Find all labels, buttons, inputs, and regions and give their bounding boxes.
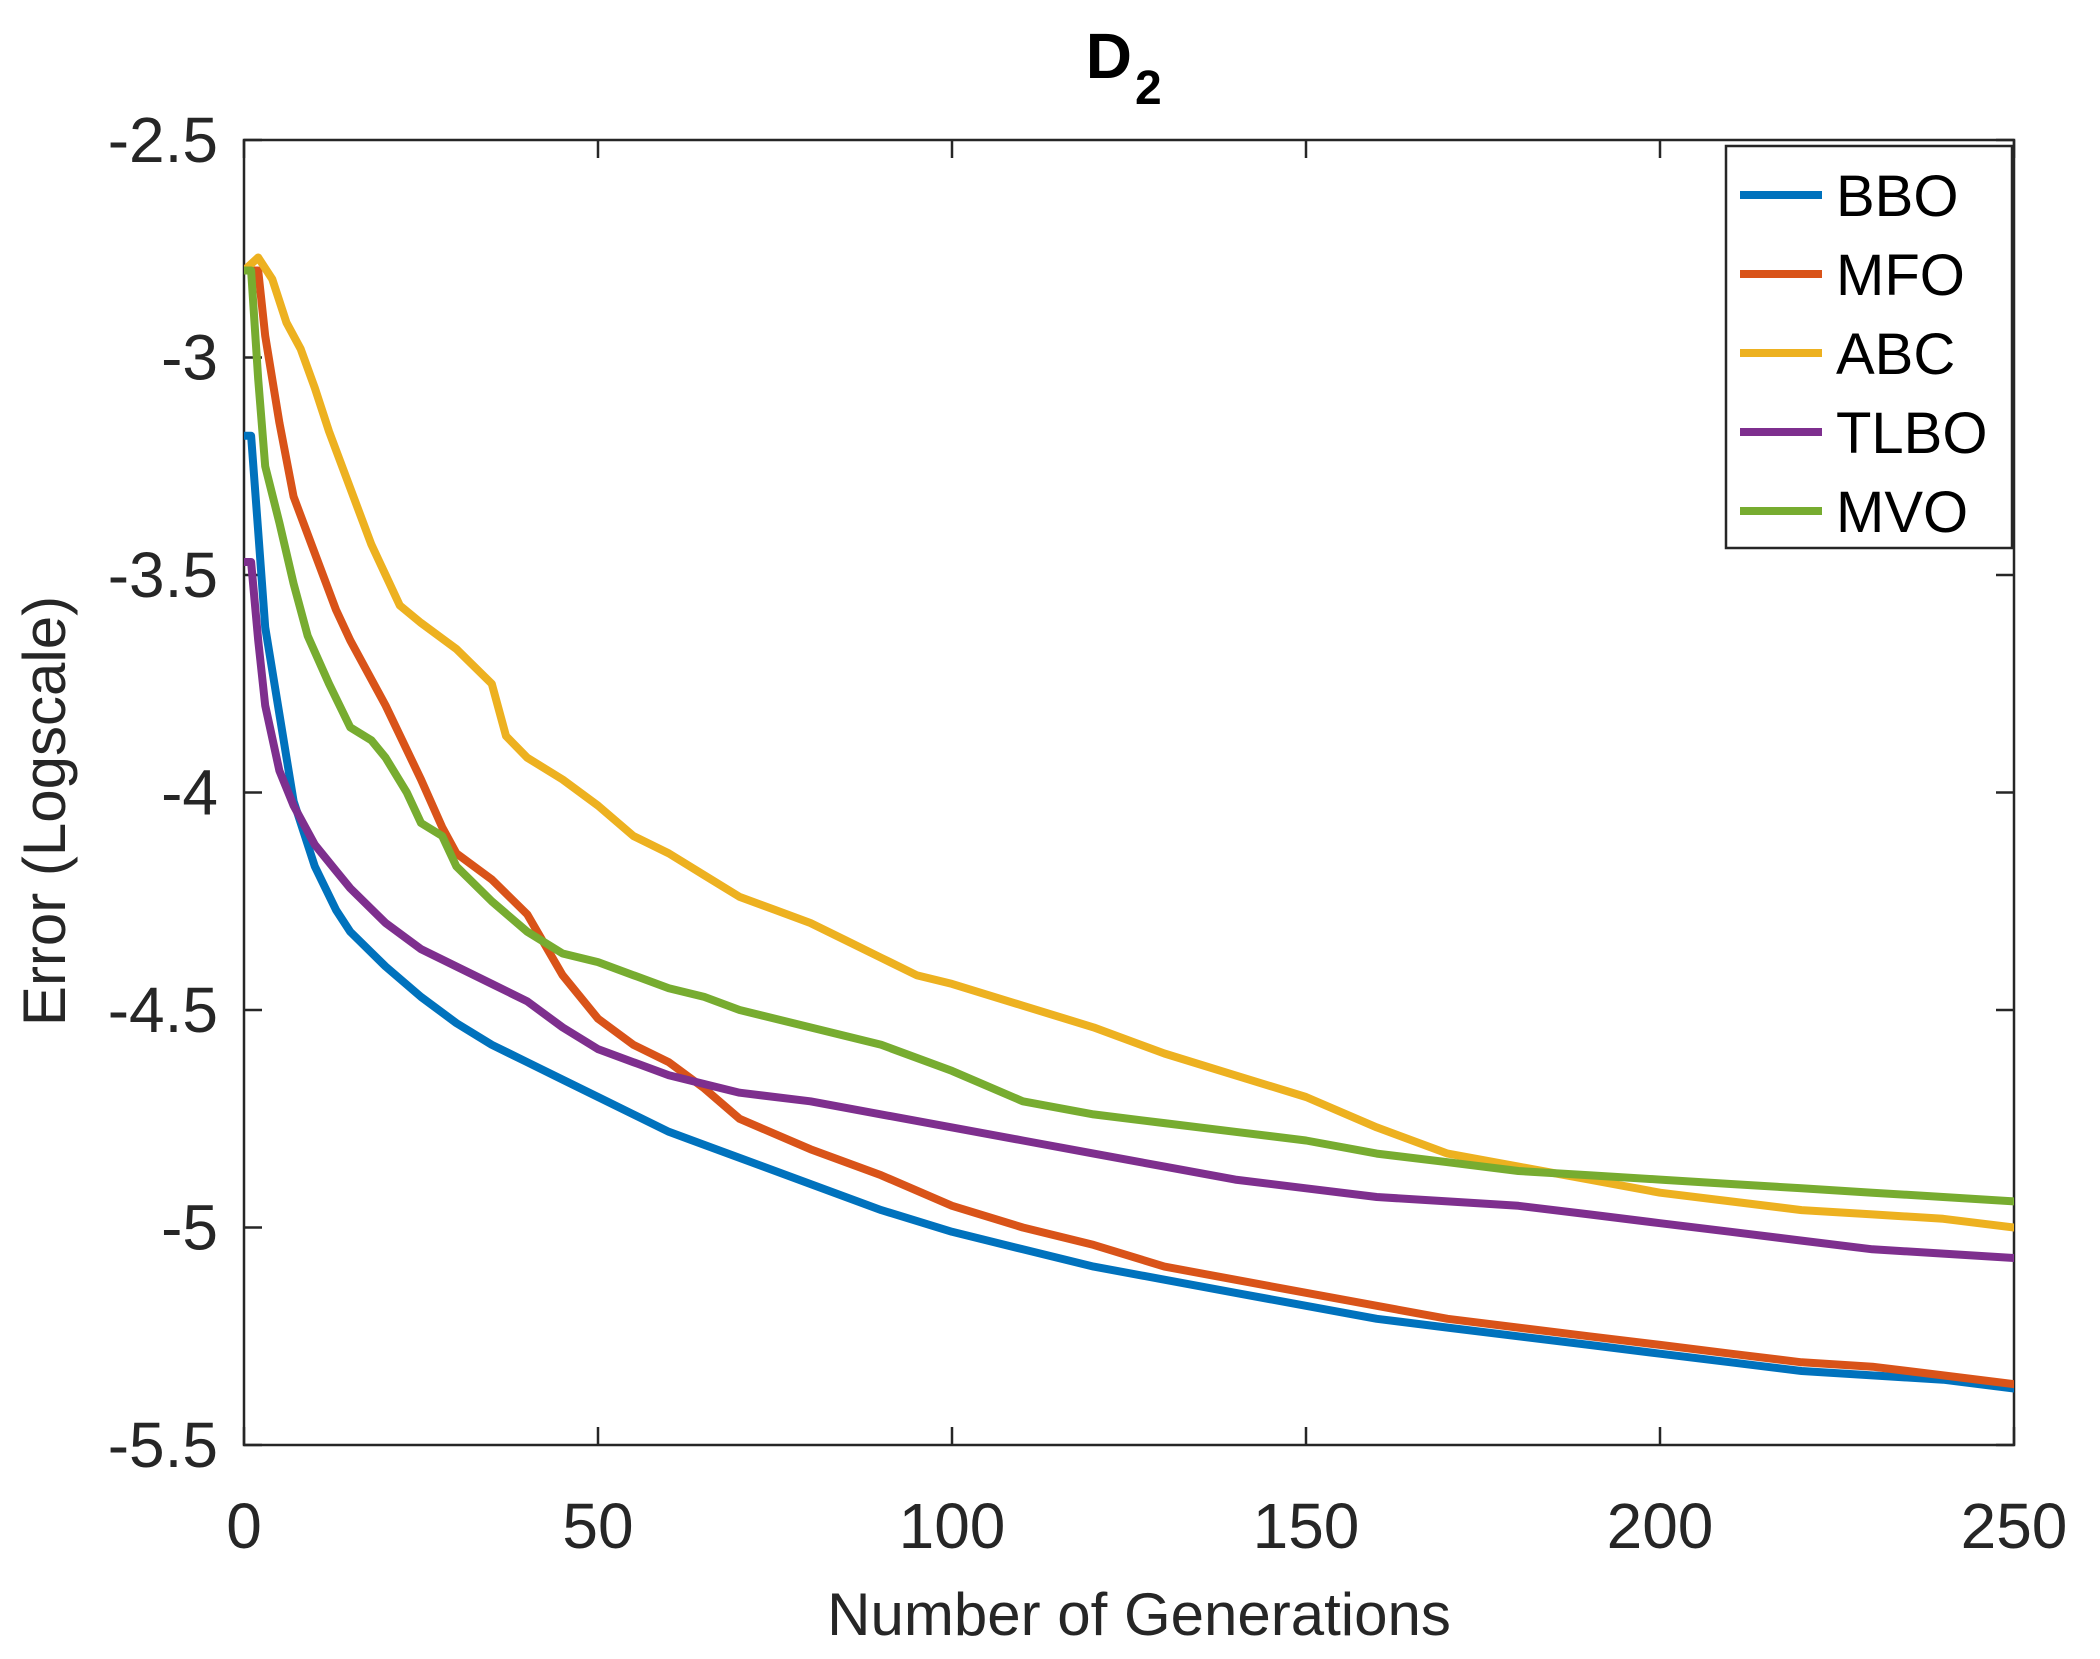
y-axis-label: Error (Logscale)	[11, 596, 78, 1026]
legend-label-abc: ABC	[1836, 322, 1955, 387]
x-tick-label: 250	[1961, 1490, 2068, 1562]
series-line-abc	[244, 253, 2014, 1232]
series-line-bbo	[244, 431, 2014, 1393]
x-tick-label: 200	[1607, 1490, 1714, 1562]
series-line-mvo	[244, 266, 2014, 1206]
axis-ticks	[242, 138, 2016, 1447]
x-tick-label: 0	[226, 1490, 262, 1562]
legend-label-tlbo: TLBO	[1836, 401, 1988, 466]
y-tick-label: -3.5	[108, 539, 218, 611]
legend: BBO MFO ABC TLBO MVO	[1724, 144, 2014, 550]
chart-title: D	[1086, 20, 1132, 92]
legend-label-mvo: MVO	[1836, 480, 1968, 545]
legend-label-mfo: MFO	[1836, 243, 1965, 308]
y-tick-label: -4.5	[108, 974, 218, 1046]
y-tick-label: -3	[161, 322, 218, 394]
series-line-mfo	[244, 266, 2014, 1389]
chart-title-subscript: 2	[1135, 62, 1162, 115]
x-axis-label: Number of Generations	[827, 1581, 1451, 1648]
legend-label-bbo: BBO	[1836, 164, 1959, 229]
x-tick-label: 100	[899, 1490, 1006, 1562]
y-tick-label: -5	[161, 1192, 218, 1264]
series-line-tlbo	[244, 558, 2014, 1262]
axis-tick-labels: 0 50 100 150 200 250 -2.5 -3 -3.5 -4 -4.5 -5 -5.5	[108, 104, 2068, 1562]
x-tick-label: 150	[1253, 1490, 1360, 1562]
series-lines	[244, 253, 2014, 1393]
y-tick-label: -2.5	[108, 104, 218, 176]
y-tick-label: -5.5	[108, 1409, 218, 1481]
x-tick-label: 50	[562, 1490, 633, 1562]
legend-box	[1724, 144, 2014, 550]
y-tick-label: -4	[161, 757, 218, 829]
